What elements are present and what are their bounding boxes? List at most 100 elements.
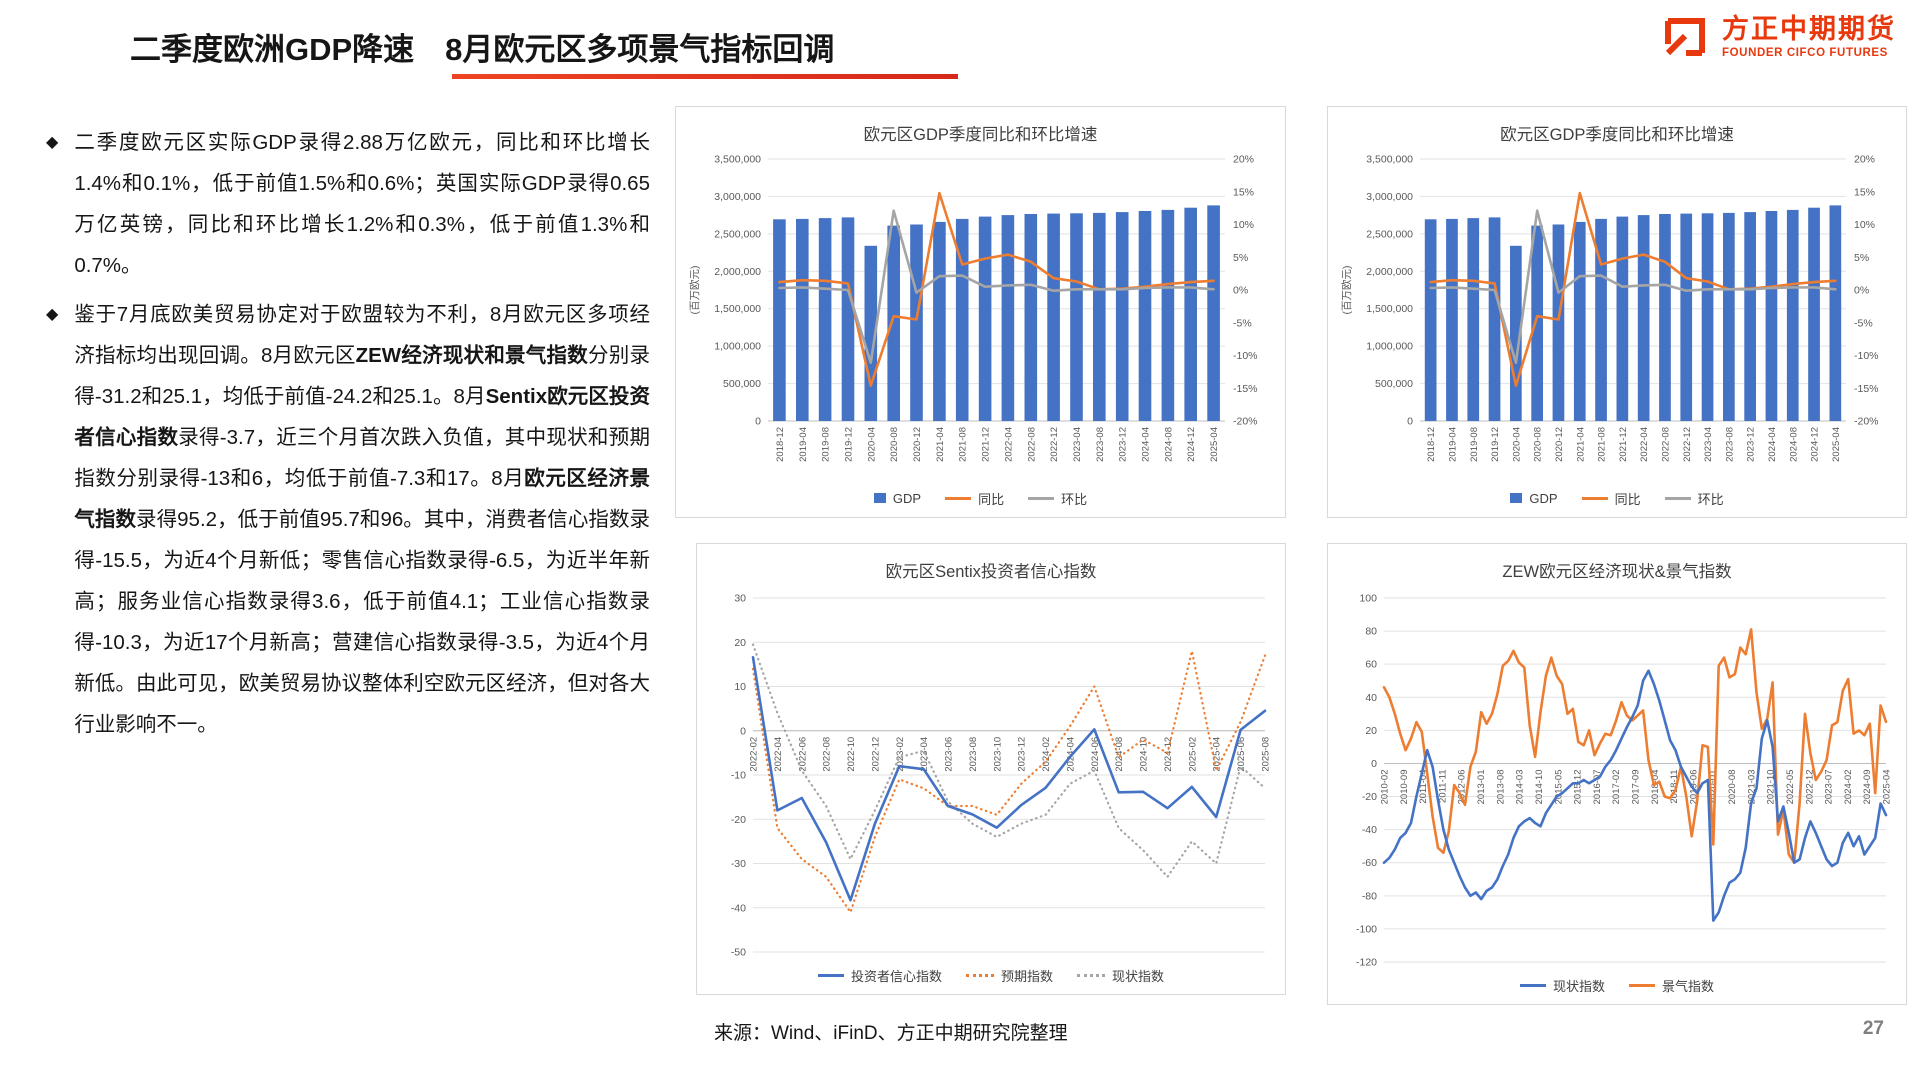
svg-text:3,000,000: 3,000,000 (1366, 191, 1413, 203)
svg-text:5%: 5% (1854, 252, 1869, 264)
svg-text:2020-08: 2020-08 (889, 427, 900, 462)
svg-text:2,500,000: 2,500,000 (714, 228, 761, 240)
svg-text:0: 0 (755, 416, 761, 428)
svg-text:-80: -80 (1362, 890, 1377, 902)
svg-text:0: 0 (1407, 416, 1413, 428)
svg-text:2015-05: 2015-05 (1553, 770, 1564, 805)
svg-text:2022-08: 2022-08 (822, 737, 833, 772)
svg-text:2020-04: 2020-04 (1511, 427, 1522, 462)
axis-labels: 0 500,000 1,000,000 1,500,000 2,000,000 2,500… (689, 154, 1258, 428)
line-series-1 (778, 209, 1215, 364)
legend-label: 景气指数 (1662, 978, 1715, 994)
svg-text:2014-03: 2014-03 (1515, 770, 1526, 805)
svg-text:5%: 5% (1233, 252, 1248, 264)
svg-text:2018-04: 2018-04 (1650, 770, 1661, 805)
svg-text:2024-08: 2024-08 (1788, 427, 1799, 462)
svg-text:30: 30 (734, 593, 746, 605)
svg-text:2024-04: 2024-04 (1141, 427, 1152, 462)
svg-text:2024-06: 2024-06 (1090, 737, 1101, 772)
chart-plot: 0 500,000 1,000,000 1,500,000 2,000,000 2,500… (1341, 154, 1879, 462)
svg-text:60: 60 (1365, 659, 1377, 671)
legend-item: 景气指数 (1629, 976, 1714, 995)
legend-item: GDP (873, 491, 921, 506)
svg-text:-20%: -20% (1233, 416, 1258, 428)
svg-text:2022-04: 2022-04 (1639, 427, 1650, 462)
svg-text:2012-06: 2012-06 (1457, 770, 1468, 805)
svg-text:2022-10: 2022-10 (846, 737, 857, 772)
axis-labels: 0 500,000 1,000,000 1,500,000 2,000,000 2,500… (1341, 154, 1879, 428)
svg-text:15%: 15% (1854, 186, 1875, 198)
svg-text:-15%: -15% (1233, 383, 1258, 395)
svg-text:-30: -30 (731, 858, 746, 870)
chart-plot: 0 500,000 1,000,000 1,500,000 2,000,000 2,500… (689, 154, 1258, 462)
legend-label: 环比 (1697, 491, 1724, 507)
x-axis-labels: 2010-02 2010-09 2011-04 2011-11 2012-06 2013-… (1380, 770, 1893, 805)
svg-text:2022-12: 2022-12 (870, 737, 881, 772)
legend-line-marker (945, 496, 972, 500)
legend-line-marker (1519, 983, 1546, 987)
svg-text:2,500,000: 2,500,000 (1366, 228, 1413, 240)
legend-line-marker (1664, 496, 1691, 500)
legend-bar-marker (873, 493, 886, 503)
chart-zew-indexes: ZEW欧元区经济现状&景气指数 -120 -100 -80 -60 -40 -20 0 20 4… (1327, 543, 1907, 1005)
bullet-text: 二季度欧元区实际GDP录得2.88万亿欧元，同比和环比增长1.4%和0.1%，低… (74, 131, 650, 277)
logo-company-name-en: FOUNDER CIFCO FUTURES (1722, 47, 1888, 60)
svg-text:2023-12: 2023-12 (1017, 737, 1028, 772)
svg-text:2023-02: 2023-02 (895, 737, 906, 772)
svg-text:(百万欧元): (百万欧元) (1341, 266, 1353, 315)
legend-item: 同比 (945, 489, 1004, 508)
data-source: 来源：Wind、iFinD、方正中期研究院整理 (714, 1023, 1068, 1044)
bar-series-gdp (1424, 205, 1842, 421)
svg-text:0%: 0% (1854, 285, 1869, 297)
svg-text:-60: -60 (1362, 857, 1377, 869)
svg-text:2022-06: 2022-06 (797, 737, 808, 772)
legend-line-marker (965, 973, 994, 977)
svg-text:-10: -10 (731, 770, 746, 782)
svg-text:15%: 15% (1233, 186, 1254, 198)
svg-text:2,000,000: 2,000,000 (714, 266, 761, 278)
svg-text:2025-08: 2025-08 (1261, 737, 1272, 772)
svg-text:2023-06: 2023-06 (944, 737, 955, 772)
svg-text:2022-12: 2022-12 (1049, 427, 1060, 462)
svg-text:2023-04: 2023-04 (1703, 427, 1714, 462)
bullet-item: ◆ 鉴于7月底欧美贸易协定对于欧盟较为不利，8月欧元区多项经济指标均出现回调。8月… (46, 294, 650, 745)
svg-text:2013-08: 2013-08 (1495, 770, 1506, 805)
svg-text:2020-01: 2020-01 (1708, 770, 1719, 805)
svg-text:2020-12: 2020-12 (1554, 427, 1565, 462)
chart-legend: 现状指数 景气指数 (1334, 970, 1900, 1000)
svg-text:2023-07: 2023-07 (1824, 770, 1835, 805)
line-series-1 (751, 649, 1267, 914)
bar-series-gdp (773, 205, 1220, 421)
legend-bar-marker (1510, 493, 1523, 503)
svg-text:2023-08: 2023-08 (1724, 427, 1735, 462)
legend-label: 现状指数 (1552, 978, 1605, 994)
svg-text:2015-12: 2015-12 (1573, 770, 1584, 805)
legend-line-marker (817, 973, 844, 977)
svg-text:2018-12: 2018-12 (775, 427, 786, 462)
page-title: 二季度欧洲GDP降速 8月欧元区多项景气指标回调 (130, 32, 835, 67)
svg-text:0: 0 (1371, 758, 1377, 770)
svg-text:2011-11: 2011-11 (1437, 770, 1448, 803)
legend-label: 同比 (1614, 491, 1641, 507)
svg-text:2020-04: 2020-04 (866, 427, 877, 462)
diamond-bullet-icon: ◆ (46, 306, 59, 323)
legend-item: 环比 (1664, 489, 1724, 508)
svg-text:2014-10: 2014-10 (1534, 770, 1545, 805)
svg-text:2025-04: 2025-04 (1882, 770, 1893, 805)
svg-text:2023-12: 2023-12 (1118, 427, 1129, 462)
legend-item: 投资者信心指数 (817, 966, 942, 985)
svg-text:2021-08: 2021-08 (1597, 427, 1608, 462)
company-logo: 方正中期期货 FOUNDER CIFCO FUTURES (1660, 12, 1896, 62)
svg-text:2025-04: 2025-04 (1212, 737, 1223, 772)
svg-text:2021-12: 2021-12 (1618, 427, 1629, 462)
svg-text:80: 80 (1365, 626, 1377, 638)
chart-title: 欧元区GDP季度同比和环比增速 (863, 126, 1098, 144)
svg-text:3,500,000: 3,500,000 (714, 154, 761, 166)
svg-text:40: 40 (1365, 692, 1377, 704)
svg-text:2023-08: 2023-08 (968, 737, 979, 772)
svg-text:500,000: 500,000 (1375, 378, 1413, 390)
svg-text:2020-08: 2020-08 (1533, 427, 1544, 462)
